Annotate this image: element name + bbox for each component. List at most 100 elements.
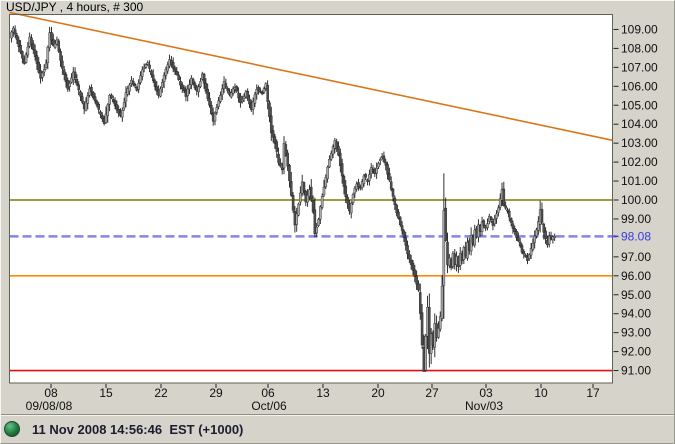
candle-body — [417, 283, 420, 291]
candle-body — [148, 64, 151, 69]
candle-body — [92, 92, 95, 99]
candle-body — [364, 174, 368, 178]
candle-body — [179, 81, 182, 86]
candle-body — [108, 94, 111, 105]
candle-body — [62, 69, 66, 75]
y-axis-label: 109.00 — [621, 22, 658, 36]
candle-body — [41, 72, 44, 78]
candle-body — [15, 35, 19, 40]
candle-body — [346, 197, 349, 204]
candle-body — [197, 86, 200, 92]
candle-body — [408, 254, 411, 260]
trendline — [9, 11, 613, 142]
candle-body — [291, 195, 295, 211]
candle-body — [486, 223, 489, 228]
y-axis-label: 92.00 — [621, 345, 651, 359]
x-axis-week-label: 17 — [586, 386, 600, 400]
candle-body — [473, 229, 477, 246]
candle-body — [288, 165, 291, 181]
candle-body — [389, 181, 393, 190]
candle-body — [35, 55, 39, 64]
candle-body — [139, 75, 142, 83]
status-timestamp: 11 Nov 2008 14:56:46 EST (+1000) — [32, 421, 244, 437]
candle-body — [517, 237, 520, 242]
candle-body — [273, 136, 277, 144]
candle-body — [113, 100, 117, 106]
candle-body — [409, 259, 413, 265]
candle-body — [61, 60, 64, 69]
x-axis-week-label: 29 — [209, 386, 223, 400]
candle-body — [17, 39, 21, 48]
candle-body — [317, 219, 320, 226]
candle-body — [375, 168, 378, 174]
candle-body — [428, 307, 431, 354]
candle-body — [353, 187, 357, 194]
y-axis-label: 106.00 — [621, 79, 658, 93]
candle-body — [204, 82, 208, 92]
candle-body — [524, 254, 527, 257]
candle-body — [33, 49, 37, 57]
candle-body — [32, 43, 35, 50]
candle-body — [159, 88, 162, 97]
candle-body — [44, 63, 48, 68]
candle-body — [155, 86, 159, 92]
y-axis-label: 104.00 — [621, 117, 658, 131]
candle-body — [144, 64, 148, 68]
candle-body — [290, 181, 293, 196]
candle-body — [208, 97, 211, 106]
candle-body — [344, 185, 348, 198]
candle-body — [97, 104, 100, 110]
candle-body — [79, 91, 82, 97]
candle-body — [324, 177, 328, 188]
candle-body — [413, 269, 417, 278]
candle-body — [57, 40, 60, 52]
candle-body — [30, 37, 33, 45]
candle-body — [26, 46, 30, 56]
candle-body — [19, 45, 22, 53]
candle-body — [411, 262, 415, 271]
candle-body — [277, 153, 280, 163]
candle-body — [137, 82, 140, 90]
candle-body — [495, 213, 498, 219]
candle-body — [420, 312, 424, 346]
candle-body — [526, 256, 529, 261]
candle-body — [537, 221, 540, 231]
candle-body — [502, 188, 506, 206]
candle-body — [535, 229, 538, 237]
y-axis-label: 107.00 — [621, 60, 658, 74]
candle-body — [104, 113, 108, 123]
status-bar: 11 Nov 2008 14:56:46 EST (+1000) — [1, 414, 674, 443]
y-axis-label: 102.00 — [621, 155, 658, 169]
candle-body — [235, 86, 239, 92]
candle-body — [313, 209, 317, 234]
candle-body — [175, 71, 179, 75]
candle-body — [115, 104, 119, 111]
candle-body — [286, 152, 289, 167]
candle-body — [110, 94, 113, 99]
candle-body — [522, 251, 526, 255]
candle-body — [397, 211, 400, 219]
y-axis-label: 101.00 — [621, 174, 658, 188]
candle-body — [544, 230, 547, 240]
candle-body — [506, 209, 509, 212]
y-axis-label: 105.00 — [621, 98, 658, 112]
x-axis-week-label: 08 — [44, 386, 58, 400]
candle-body — [528, 254, 531, 259]
candle-body — [339, 152, 342, 166]
candle-body — [142, 66, 146, 69]
candle-body — [177, 74, 180, 80]
candle-body — [117, 108, 120, 114]
candle-body — [337, 146, 340, 156]
candle-body — [95, 100, 99, 106]
candle-body — [146, 62, 150, 65]
candle-body — [438, 316, 442, 330]
candle-body — [335, 141, 338, 150]
candle-body — [50, 32, 53, 41]
candle-body — [542, 223, 546, 233]
candle-body — [153, 80, 157, 87]
candle-body — [46, 46, 50, 64]
candle-body — [328, 158, 331, 168]
candle-body — [73, 71, 77, 79]
candle-body — [415, 275, 418, 285]
